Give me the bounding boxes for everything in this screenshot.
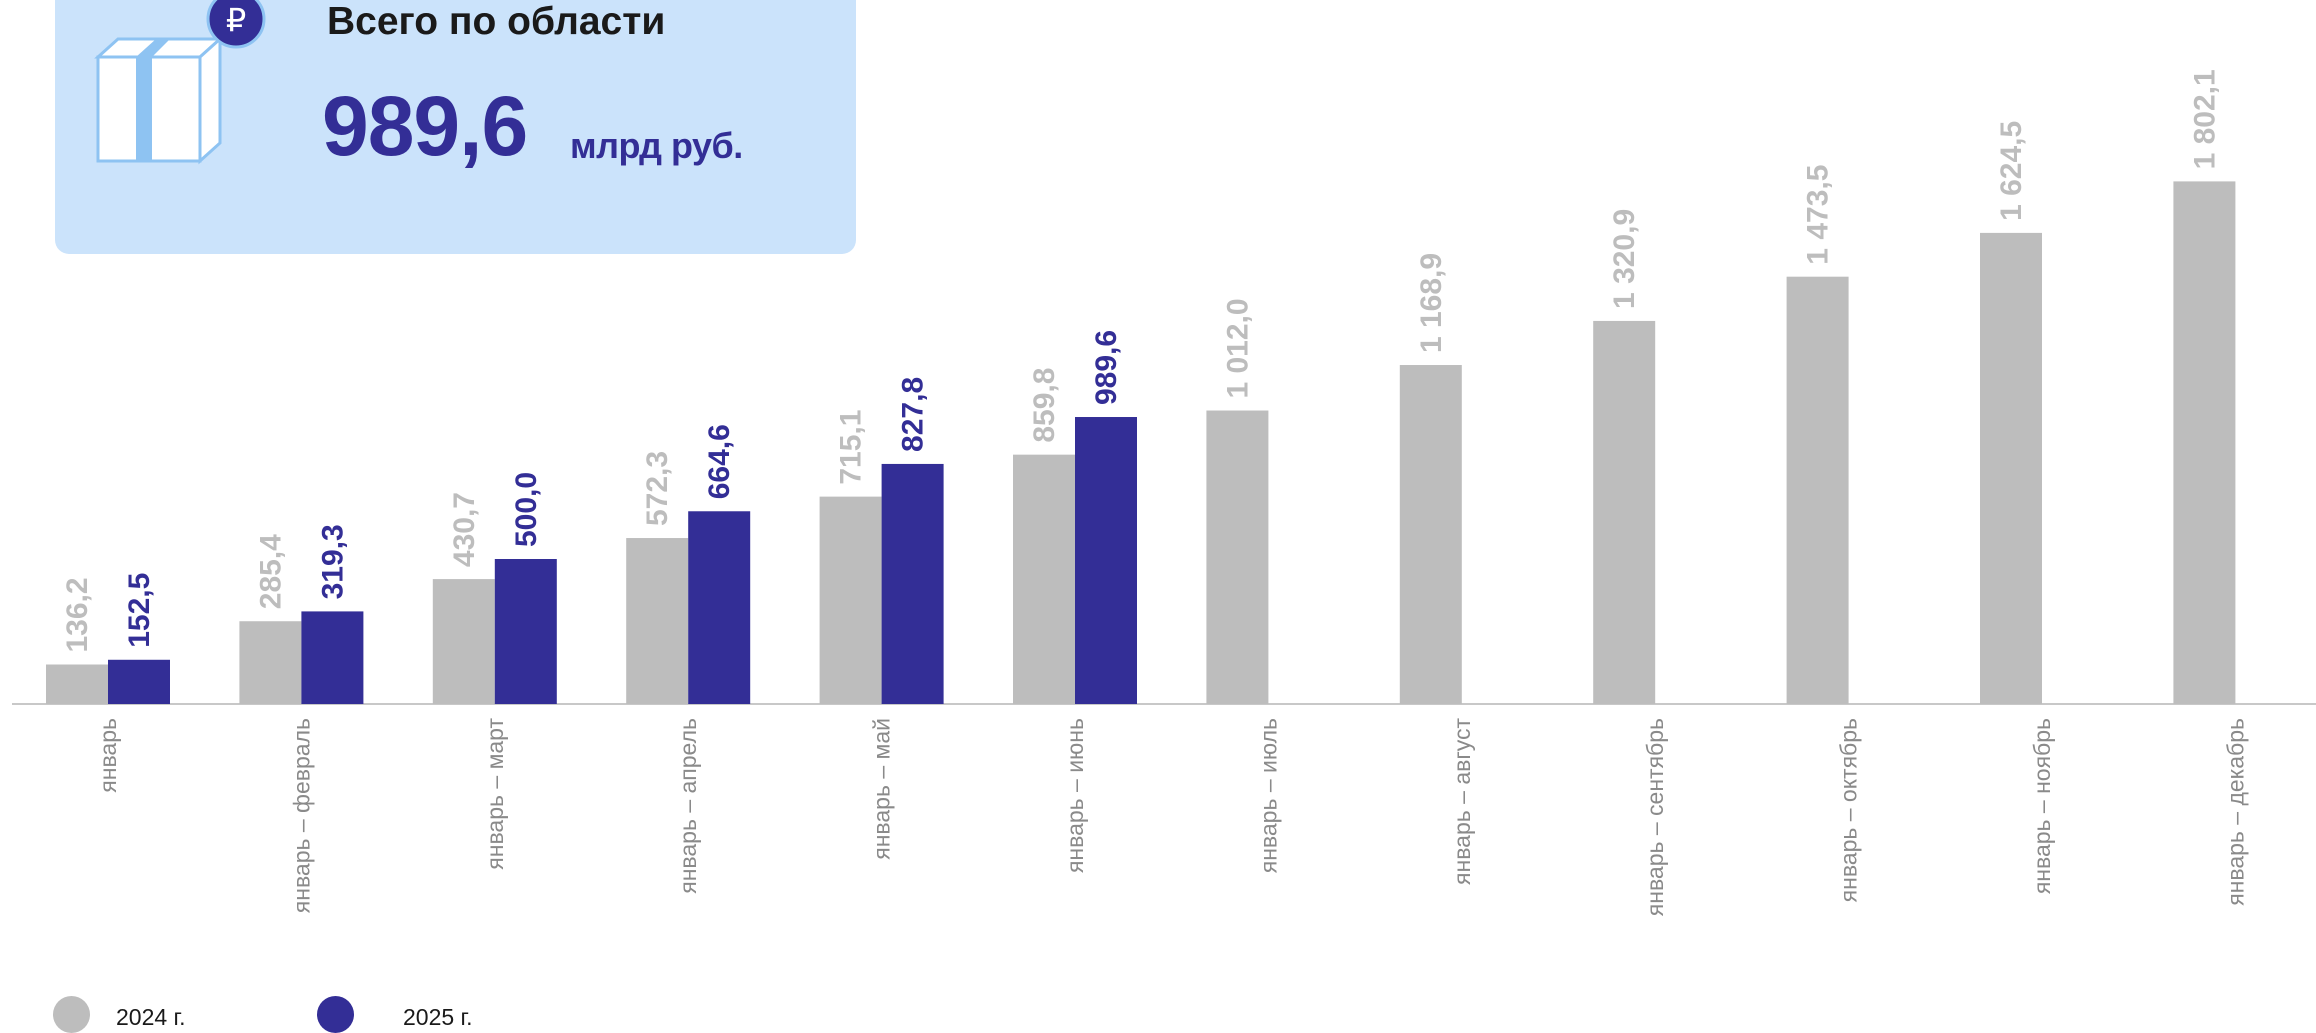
category-label: январь – апрель <box>675 718 701 894</box>
category-label: январь – июль <box>1255 718 1281 873</box>
legend-label-2024: 2024 г. <box>116 1004 186 1030</box>
value-label: 989,6 <box>1090 330 1123 405</box>
bar-2024 <box>819 496 882 704</box>
gift-ruble-icon: ₽ <box>94 0 266 165</box>
summary-title: Всего по области <box>327 0 666 43</box>
bar-2024 <box>46 664 108 704</box>
value-label: 136,2 <box>61 577 94 652</box>
value-label: 715,1 <box>835 410 868 485</box>
legend-dot-2024 <box>53 996 90 1033</box>
category-label: январь <box>95 718 121 793</box>
bar-2025 <box>301 611 364 704</box>
bar-2024 <box>1786 276 1849 704</box>
svg-text:₽: ₽ <box>226 1 246 39</box>
category-label: январь – март <box>482 718 508 870</box>
value-label: 1 802,1 <box>2188 69 2221 169</box>
value-label: 1 624,5 <box>1995 121 2028 221</box>
value-label: 1 012,0 <box>1221 298 1254 398</box>
value-label: 152,5 <box>123 573 156 648</box>
bar-2025 <box>881 463 944 704</box>
bar-2024 <box>626 538 689 704</box>
value-label: 1 168,9 <box>1415 253 1448 353</box>
bar-2024 <box>1593 320 1656 704</box>
category-label: январь – сентябрь <box>1642 718 1668 916</box>
value-label: 827,8 <box>897 377 930 452</box>
category-label: январь – октябрь <box>1836 718 1862 902</box>
bar-2024 <box>1980 232 2042 704</box>
bar-2025 <box>494 559 557 704</box>
bar-2024 <box>1013 454 1075 704</box>
legend-dot-2025 <box>317 996 354 1033</box>
value-label: 500,0 <box>510 472 543 547</box>
value-label: 859,8 <box>1028 368 1061 443</box>
value-label: 664,6 <box>703 424 736 499</box>
bar-2024 <box>432 579 495 704</box>
bar-2024 <box>1206 410 1269 704</box>
summary-value: 989,6 <box>322 79 528 173</box>
bar-2025 <box>108 659 170 704</box>
category-label: январь – ноябрь <box>2029 718 2055 894</box>
summary-unit: млрд руб. <box>570 125 743 166</box>
value-label: 1 473,5 <box>1802 165 1835 265</box>
value-label: 285,4 <box>254 534 287 609</box>
value-label: 572,3 <box>641 451 674 526</box>
bar-2025 <box>1075 417 1137 704</box>
bar-2025 <box>688 511 751 704</box>
bar-2024 <box>2173 181 2236 705</box>
category-label: январь – декабрь <box>2222 718 2248 906</box>
bar-2024 <box>239 621 302 704</box>
value-label: 319,3 <box>316 524 349 599</box>
bar-2024 <box>1399 365 1462 704</box>
category-label: январь – июнь <box>1062 718 1088 873</box>
value-label: 430,7 <box>448 492 481 567</box>
value-label: 1 320,9 <box>1608 209 1641 309</box>
category-label: январь – февраль <box>288 718 314 913</box>
category-label: январь – август <box>1449 718 1475 885</box>
legend-label-2025: 2025 г. <box>403 1004 473 1030</box>
category-label: январь – май <box>869 718 895 860</box>
